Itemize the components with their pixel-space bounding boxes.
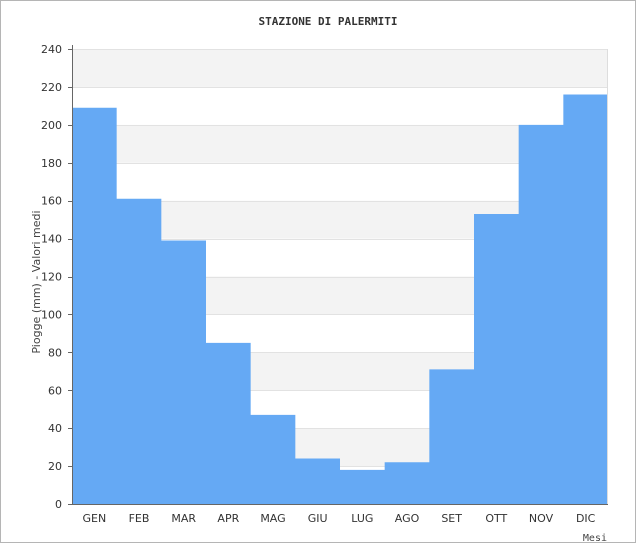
data-bar-feb [117,199,162,504]
y-tick-label: 140 [41,233,62,246]
data-bar-nov [519,125,564,504]
x-tick-label: SET [441,512,462,525]
x-axis-label: Mesi [583,533,607,544]
rainfall-area [72,94,608,504]
x-tick-label: GIU [308,512,328,525]
x-tick-label: MAR [171,512,196,525]
y-tick-label: 0 [55,498,62,511]
frame-top-border [0,0,636,1]
x-tick-labels: GEN FEB MAR APR MAG GIU LUG AGO SET OTT NOV DIC [82,512,595,525]
x-tick-label: NOV [529,512,554,525]
y-tick-label: 200 [41,119,62,132]
x-tick-label: DIC [576,512,596,525]
data-bar-mar [161,240,206,504]
grid-band [72,86,608,125]
data-bar-gen [72,108,117,504]
x-tick-label: APR [217,512,239,525]
grid-band [72,49,608,87]
x-tick-label: OTT [485,512,507,525]
y-axis-label: Piogge (mm) - Valori medi [30,210,43,353]
y-tick-labels: 0 20 40 60 80 100 120 140 160 180 200 220 240 [41,43,72,511]
x-tick-label: AGO [395,512,420,525]
data-bar-apr [206,343,251,504]
y-tick-label: 240 [41,43,62,56]
axes [72,45,608,505]
data-bar-mag [251,415,296,504]
data-bar-set [429,369,474,504]
y-tick-label: 100 [41,308,62,321]
x-tick-label: MAG [260,512,285,525]
data-bar-giu [295,459,340,505]
data-bar-ago [385,462,430,504]
y-tick-label: 20 [48,460,62,473]
data-bar-dic [563,95,608,505]
y-tick-label: 120 [41,271,62,284]
x-tick-label: GEN [82,512,106,525]
y-tick-label: 160 [41,195,62,208]
y-tick-label: 60 [48,384,62,397]
frame-left-border [0,0,1,543]
y-tick-label: 220 [41,81,62,94]
x-tick-label: LUG [351,512,373,525]
x-tick-label: FEB [129,512,150,525]
data-bar-lug [340,470,385,504]
chart-title: STAZIONE DI PALERMITI [258,15,397,28]
y-tick-label: 80 [48,346,62,359]
y-tick-label: 180 [41,157,62,170]
y-tick-label: 40 [48,422,62,435]
data-bar-ott [474,214,519,504]
